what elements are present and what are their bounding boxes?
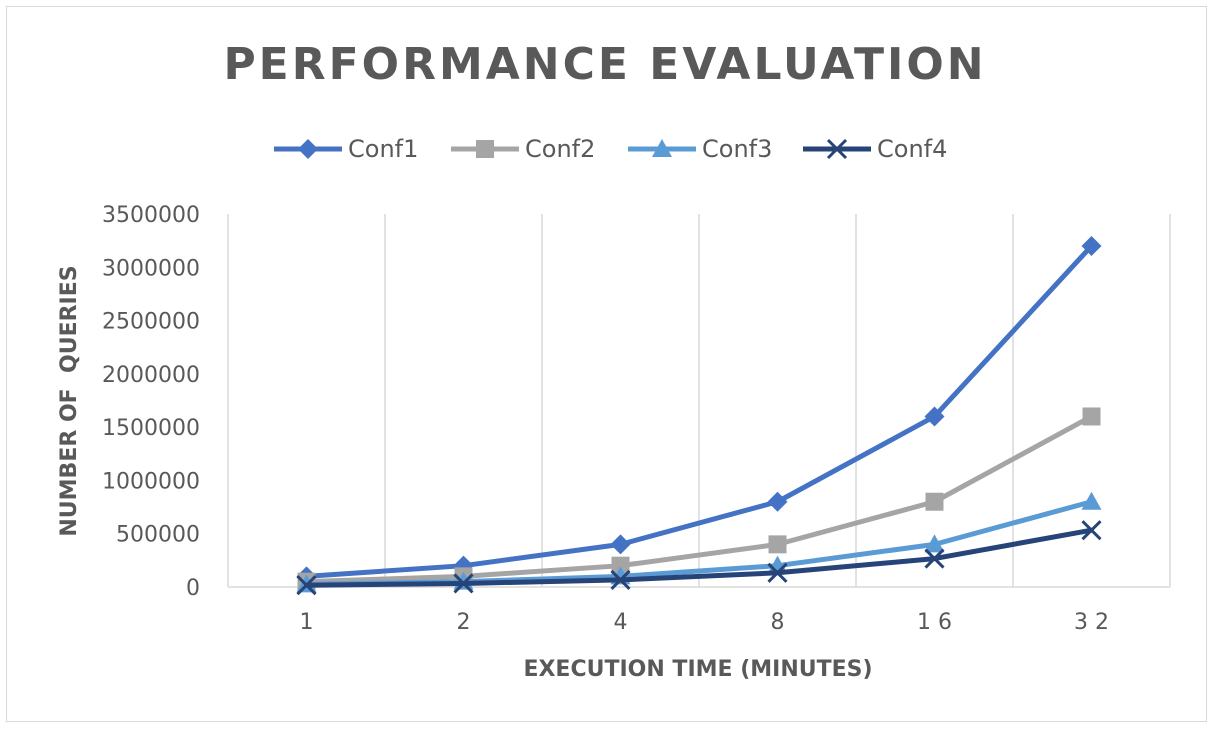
y-tick-label: 1000000 [102, 469, 200, 494]
series-line [304, 527, 1094, 588]
y-tick-label: 2000000 [102, 363, 200, 388]
data-point [611, 556, 630, 575]
x-tick-label: 1 [300, 610, 314, 635]
y-tick-label: 3000000 [102, 256, 200, 281]
data-point [1081, 235, 1102, 256]
legend-label: Conf3 [702, 135, 772, 163]
legend-marker [826, 138, 848, 160]
series-conf2 [297, 407, 1101, 591]
data-point [768, 535, 787, 554]
chart-frame [6, 6, 1207, 722]
y-axis-title: NUMBER OF QUERIES [57, 265, 82, 536]
data-point [1081, 491, 1102, 510]
legend-item-conf2: Conf2 [451, 135, 595, 163]
x-tick-label: 4 [614, 610, 628, 635]
y-tick-label: 0 [186, 576, 200, 601]
data-point [925, 492, 944, 511]
x-tick-label: 2 [457, 610, 471, 635]
data-point [924, 548, 945, 569]
chart-title: PERFORMANCE EVALUATION [223, 39, 986, 90]
x-axis-ticks: 1 2 4 8 1 6 3 2 [300, 610, 1110, 635]
series-conf4 [296, 520, 1102, 596]
legend-label: Conf2 [525, 135, 595, 163]
legend-item-conf1: Conf1 [274, 135, 418, 163]
legend-marker [298, 139, 318, 159]
data-point [924, 406, 945, 427]
y-tick-label: 3500000 [102, 203, 200, 228]
series-line [304, 243, 1094, 579]
x-tick-label: 8 [771, 610, 785, 635]
data-point [453, 573, 474, 594]
data-point [767, 491, 788, 512]
legend-item-conf3: Conf3 [628, 135, 772, 163]
data-point [1082, 407, 1101, 426]
data-point [610, 534, 631, 555]
legend-label: Conf1 [348, 135, 418, 163]
legend-item-conf4: Conf4 [803, 135, 947, 163]
legend-label: Conf4 [877, 135, 947, 163]
x-tick-label: 1 6 [917, 610, 952, 635]
data-point [610, 569, 631, 590]
y-tick-label: 2500000 [102, 310, 200, 335]
legend-marker [476, 140, 494, 158]
y-tick-label: 1500000 [102, 416, 200, 441]
data-point [767, 562, 788, 583]
series-line [304, 413, 1094, 585]
data-point [1081, 520, 1102, 541]
data-point [296, 575, 317, 596]
y-axis-ticks: 0 500000 1000000 1500000 2000000 2500000 30000… [102, 203, 200, 601]
data-point [924, 534, 945, 553]
series-layer [296, 235, 1102, 596]
gridlines [227, 214, 1171, 588]
legend-marker [652, 139, 672, 157]
x-tick-label: 3 2 [1074, 610, 1109, 635]
x-axis-title: EXECUTION TIME (MINUTES) [523, 657, 872, 682]
legend: Conf1 Conf2 Conf3 Conf4 [274, 135, 947, 163]
y-tick-label: 500000 [116, 523, 200, 548]
